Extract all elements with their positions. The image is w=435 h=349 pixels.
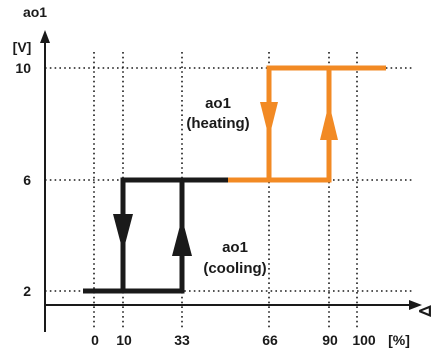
- x-tick-label-10: 10: [116, 332, 132, 348]
- heating-up-arrow-icon: [320, 103, 338, 140]
- x-tick-label-90: 90: [322, 332, 338, 348]
- x-axis-arrow-icon: [409, 300, 422, 310]
- x-tick-label-66: 66: [262, 332, 278, 348]
- heating-label-line1: ao1: [205, 95, 231, 112]
- x-axis-unit: [%]: [388, 332, 410, 348]
- y-tick-label-2: 2: [23, 283, 31, 299]
- x-tick-label-33: 33: [174, 332, 190, 348]
- heating-down-arrow-icon: [260, 102, 278, 138]
- cooling-up-arrow-icon: [172, 218, 192, 256]
- cooling-down-arrow-icon: [113, 214, 133, 252]
- x-tick-label-0: 0: [91, 332, 99, 348]
- grid: [45, 52, 412, 330]
- axes: [40, 30, 422, 332]
- y-axis-title: ao1: [23, 4, 47, 20]
- y-tick-label-6: 6: [23, 172, 31, 188]
- y-axis-arrow-icon: [40, 30, 50, 43]
- heating-hysteresis-path: [228, 65, 386, 183]
- heating-label-line2: (heating): [186, 115, 249, 132]
- heating-curve: [228, 65, 386, 183]
- y-tick-label-10: 10: [15, 60, 31, 76]
- x-tick-label-100: 100: [352, 332, 376, 348]
- x-axis-symbol: ⊲: [417, 301, 433, 322]
- y-axis-unit: [V]: [13, 39, 32, 55]
- cooling-curve: [83, 177, 228, 294]
- cooling-label-line2: (cooling): [203, 260, 266, 277]
- cooling-label-line1: ao1: [222, 239, 248, 256]
